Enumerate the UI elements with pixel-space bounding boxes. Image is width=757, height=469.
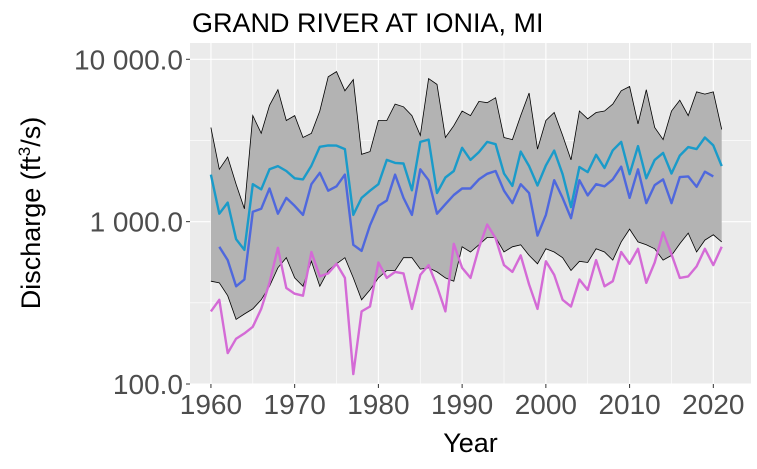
x-tick-label: 1960 bbox=[180, 389, 242, 420]
y-axis-title: Discharge (ft3/s) bbox=[15, 117, 46, 310]
y-axis-title-prefix: Discharge (ft bbox=[16, 156, 46, 310]
range-band bbox=[210, 71, 723, 321]
series-line-middle bbox=[218, 165, 714, 288]
x-axis-title: Year bbox=[443, 428, 498, 458]
x-tick-label: 1970 bbox=[264, 389, 326, 420]
x-axis: 1960 1970 1980 1990 2000 2010 2020 bbox=[180, 384, 744, 420]
chart-title: GRAND RIVER AT IONIA, MI bbox=[192, 8, 544, 38]
y-tick-label: 10 000.0 bbox=[74, 44, 183, 75]
x-tick-label: 2010 bbox=[598, 389, 660, 420]
x-tick-label: 2020 bbox=[682, 389, 744, 420]
series-line-upper bbox=[209, 136, 723, 252]
x-tick-label: 2000 bbox=[515, 389, 577, 420]
y-tick-label: 1 000.0 bbox=[90, 207, 183, 238]
y-tick-label: 100.0 bbox=[113, 369, 183, 400]
band-lower-edge bbox=[210, 228, 722, 321]
series-lines bbox=[209, 136, 723, 376]
y-axis-title-superscript: 3 bbox=[15, 147, 34, 156]
band-area bbox=[210, 71, 722, 320]
x-tick-label: 1990 bbox=[431, 389, 493, 420]
y-axis-title-suffix: /s) bbox=[16, 117, 46, 147]
band-upper-edge bbox=[210, 71, 723, 209]
y-axis: 100.0 1 000.0 10 000.0 bbox=[74, 44, 190, 400]
series-line-lower bbox=[209, 223, 723, 376]
x-tick-label: 1980 bbox=[347, 389, 409, 420]
